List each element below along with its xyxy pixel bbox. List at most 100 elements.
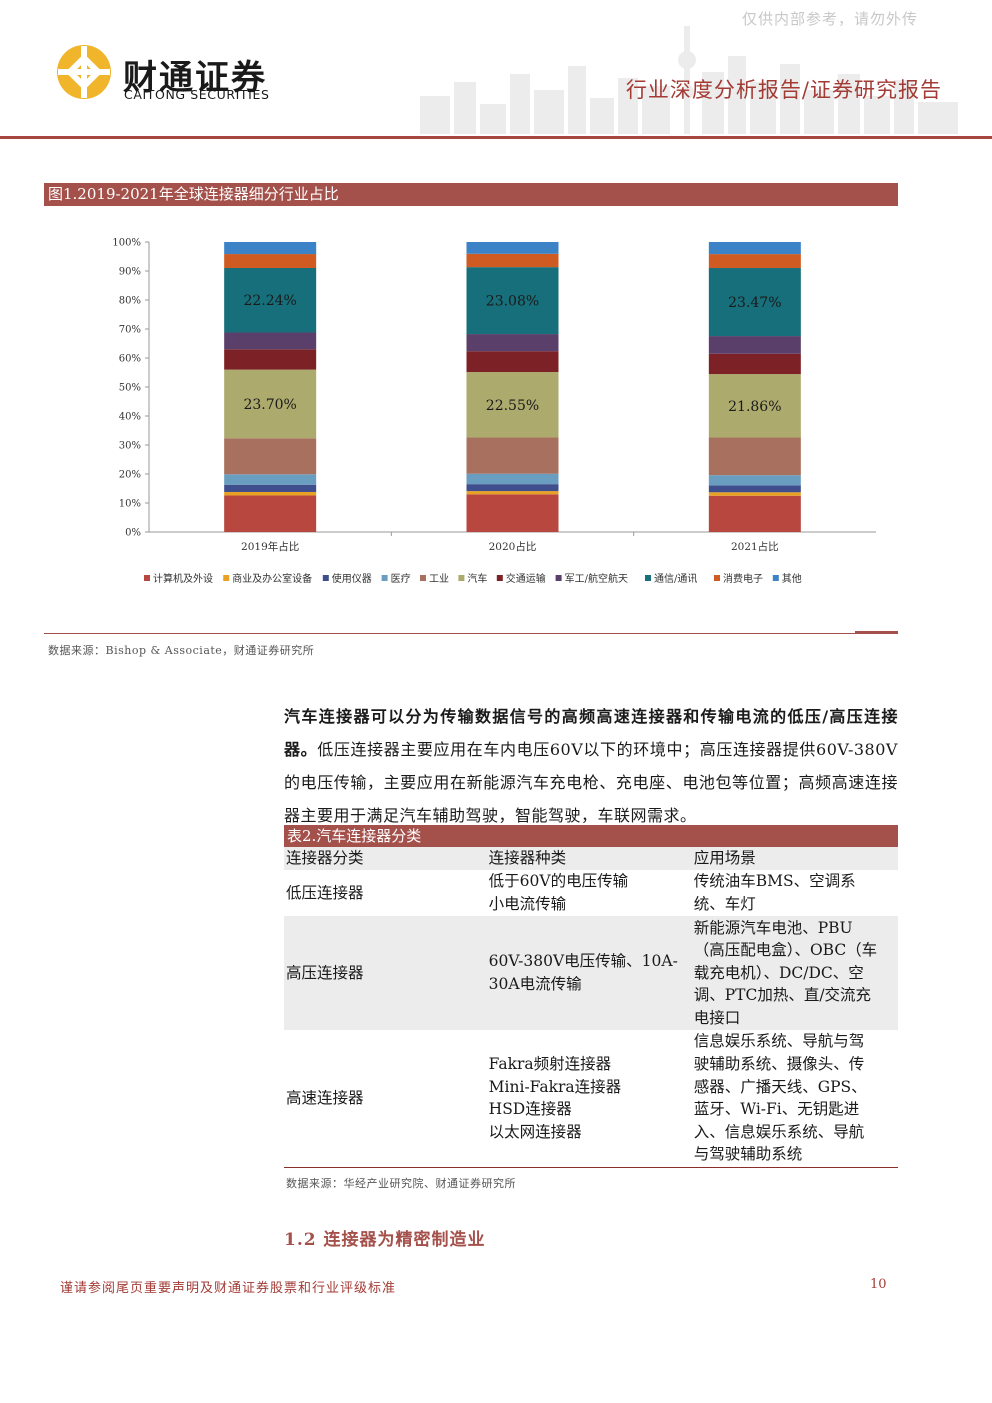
legend-label: 消费电子 — [723, 572, 763, 585]
application-scenes: 信息娱乐系统、导航与驾 驶辅助系统、摄像头、传 感器、广播天线、GPS、 蓝牙、Wi-… — [691, 1030, 898, 1168]
legend-label: 商业及办公室设备 — [232, 572, 312, 585]
figure-caption: 图1.2019-2021年全球连接器细分行业占比 — [44, 183, 898, 206]
scene-line: 入、信息娱乐系统、导航 — [693, 1122, 865, 1141]
x-tick-label: 2019年占比 — [241, 540, 299, 553]
bar-segment — [466, 491, 559, 495]
skyline-decoration — [420, 26, 958, 134]
legend-swatch — [381, 575, 388, 581]
connector-kinds: 60V-380V电压传输、10A- 30A电流传输 — [486, 916, 692, 1030]
legend-swatch — [458, 575, 465, 581]
bar-segment — [708, 485, 801, 493]
connector-classification-table: 连接器分类 连接器种类 应用场景 低压连接器 低于60V的电压传输 小电流传输 传… — [284, 847, 898, 1168]
kind-line: HSD连接器 — [488, 1100, 572, 1119]
footer-disclaimer: 谨请参阅尾页重要声明及财通证券股票和行业评级标准 — [60, 1281, 397, 1296]
bar-segment — [224, 369, 317, 439]
kind-line: Mini-Fakra连接器 — [488, 1077, 622, 1096]
bar-segment — [708, 374, 801, 438]
legend-label: 工业 — [429, 573, 449, 585]
application-scenes: 传统油车BMS、空调系 统、车灯 — [692, 870, 898, 916]
scene-line: 统、车灯 — [693, 895, 756, 913]
y-tick-label: 50% — [119, 383, 141, 394]
bar-segment — [224, 349, 317, 370]
bar-segment — [224, 438, 317, 475]
table-header-cell: 连接器种类 — [486, 847, 692, 870]
legend-swatch — [645, 575, 651, 581]
legend-label: 交通运输 — [506, 572, 546, 585]
page-number: 10 — [870, 1277, 887, 1292]
table-header-cell: 连接器分类 — [284, 847, 487, 870]
bar-segment — [708, 353, 801, 375]
y-tick-label: 40% — [119, 412, 141, 423]
data-label: 23.70% — [243, 397, 296, 413]
bar-segment — [466, 484, 559, 492]
bar-segment — [708, 242, 801, 255]
scene-line: 蓝牙、Wi-Fi、无钥匙进 — [693, 1100, 860, 1119]
legend-swatch — [223, 575, 230, 581]
bar-segment — [224, 474, 317, 485]
bar-segment — [708, 268, 801, 337]
y-tick-label: 100% — [112, 238, 141, 249]
legend-label: 汽车 — [467, 572, 487, 585]
table-row: 高压连接器 60V-380V电压传输、10A- 30A电流传输 新能源汽车电池、P… — [284, 916, 898, 1030]
kind-line: 30A电流传输 — [488, 975, 582, 993]
scene-line: 调、PTC加热、直/交流充 — [693, 986, 872, 1005]
legend-swatch — [555, 575, 562, 581]
scene-line: 新能源汽车电池、PBU — [693, 918, 853, 937]
data-label: 21.86% — [728, 399, 781, 415]
y-tick-label: 0% — [125, 528, 141, 539]
legend-label: 其他 — [782, 572, 802, 585]
bar-segment — [224, 242, 317, 255]
y-tick-label: 80% — [119, 296, 141, 307]
legend-label: 军工/航空航天 — [565, 572, 628, 585]
connector-kinds: 低于60V的电压传输 小电流传输 — [487, 870, 692, 916]
caitong-logo-icon — [57, 45, 111, 99]
bar-segment — [224, 495, 317, 532]
y-tick-label: 90% — [119, 267, 141, 278]
data-label: 22.24% — [243, 293, 296, 309]
header-divider — [0, 136, 992, 139]
logo-english-name: CAITONG SECURITIES — [124, 87, 270, 102]
x-tick-label: 2020占比 — [489, 540, 537, 553]
figure-source-rule — [44, 633, 898, 634]
y-tick-label: 20% — [119, 470, 141, 481]
bar-segment — [224, 332, 317, 350]
legend-swatch — [144, 575, 150, 581]
body-paragraph: 汽车连接器可以分为传输数据信号的高频高速连接器和传输电流的低压/高压连接器。低压… — [284, 700, 898, 832]
kind-line: 60V-380V电压传输、10A- — [488, 952, 678, 971]
bar-segment — [466, 473, 559, 485]
legend-label: 使用仪器 — [332, 572, 372, 585]
y-tick-label: 30% — [119, 441, 141, 452]
scene-line: 信息娱乐系统、导航与驾 — [693, 1032, 865, 1051]
bar-segment — [466, 494, 559, 532]
bar-segment — [708, 254, 801, 269]
section-heading: 1.2 连接器为精密制造业 — [284, 1230, 486, 1250]
y-tick-label: 70% — [119, 325, 141, 336]
connector-kinds: Fakra频射连接器 Mini-Fakra连接器 HSD连接器 以太网连接器 — [486, 1030, 692, 1168]
body-paragraph-text: 低压连接器主要应用在车内电压60V以下的环境中；高压连接器提供60V-380V的… — [284, 740, 898, 825]
legend-label: 医疗 — [391, 572, 411, 585]
bar-segment — [708, 492, 801, 496]
y-tick-label: 60% — [119, 354, 141, 365]
connector-category: 低压连接器 — [286, 883, 364, 902]
bar-segment — [708, 475, 801, 486]
bar-segment — [466, 253, 559, 268]
figure-source-rule-accent — [855, 631, 898, 633]
scene-line: 感器、广播天线、GPS、 — [693, 1077, 867, 1096]
bar-segment — [708, 437, 801, 476]
scene-line: 驶辅助系统、摄像头、传 — [693, 1055, 865, 1074]
scene-line: （高压配电盒）、OBC（车 — [693, 941, 878, 960]
scene-line: 传统油车BMS、空调系 — [693, 872, 856, 891]
table-header-row: 连接器分类 连接器种类 应用场景 — [284, 847, 898, 870]
bar-segment — [708, 495, 801, 532]
y-tick-label: 10% — [119, 499, 141, 510]
scene-line: 载充电机）、DC/DC、空 — [693, 963, 864, 982]
bar-segment — [466, 267, 559, 335]
kind-line: 低于60V的电压传输 — [488, 872, 629, 891]
data-label: 23.47% — [728, 295, 781, 311]
legend-swatch — [420, 575, 426, 581]
table-row: 高速连接器 Fakra频射连接器 Mini-Fakra连接器 HSD连接器 以太网连接… — [284, 1030, 898, 1168]
scene-line: 与驾驶辅助系统 — [693, 1145, 803, 1164]
x-tick-label: 2021占比 — [731, 540, 779, 553]
bar-segment — [224, 267, 317, 333]
bar-segment — [466, 372, 559, 438]
